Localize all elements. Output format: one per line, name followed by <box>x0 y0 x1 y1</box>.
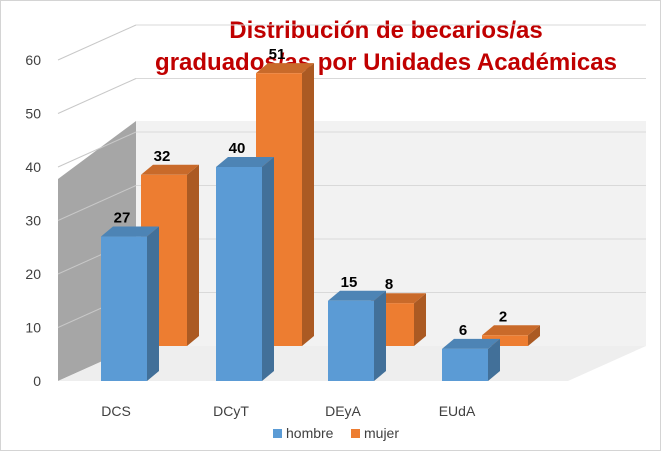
bar: 6 <box>442 322 500 381</box>
y-tick-label: 10 <box>25 320 41 336</box>
data-label: 15 <box>341 274 358 291</box>
y-tick-label: 0 <box>33 373 41 389</box>
bar-side <box>374 290 386 381</box>
data-label: 51 <box>269 46 286 63</box>
bar-side <box>302 63 314 347</box>
legend-swatch <box>273 429 282 438</box>
bar: 15 <box>328 274 386 381</box>
bar-side <box>187 164 199 346</box>
data-label: 40 <box>229 140 246 157</box>
data-label: 6 <box>459 322 467 339</box>
bar-front <box>482 335 528 346</box>
bar-top <box>256 63 314 74</box>
data-label: 8 <box>385 276 393 293</box>
side-gridline <box>57 24 137 61</box>
bar-top <box>328 290 386 301</box>
y-tick-label: 30 <box>25 213 41 229</box>
bar-side <box>262 157 274 381</box>
x-axis: DCS DCyT DEyA EUdA <box>101 403 476 419</box>
bar-front <box>328 300 374 381</box>
data-label: 27 <box>114 210 131 227</box>
side-gridline <box>57 131 137 168</box>
y-tick-label: 60 <box>25 52 41 68</box>
bar-side <box>488 338 500 381</box>
bars: 32 51 8 2 27 40 15 6 <box>101 46 540 381</box>
bar-side <box>147 226 159 381</box>
bar: 27 <box>101 210 159 381</box>
bar-side <box>528 325 540 346</box>
bar: 40 <box>216 140 274 381</box>
data-label: 32 <box>154 148 171 165</box>
y-tick-label: 20 <box>25 266 41 282</box>
legend-item: hombre <box>273 425 334 441</box>
x-tick-label: DEyA <box>325 403 361 419</box>
y-tick-label: 40 <box>25 159 41 175</box>
legend-label: hombre <box>286 425 334 441</box>
x-tick-label: DCyT <box>213 403 249 419</box>
y-tick-label: 50 <box>25 106 41 122</box>
bar-top <box>141 164 199 175</box>
chart-title-line-2: graduados/as por Unidades Académicas <box>155 49 617 76</box>
chart-title: Distribución de becarios/as graduados/as… <box>121 15 651 79</box>
legend-item: mujer <box>351 425 399 441</box>
side-gridline <box>57 185 137 221</box>
chart-title-line-1: Distribución de becarios/as <box>229 17 543 44</box>
x-tick-label: DCS <box>101 403 131 419</box>
legend: hombre mujer <box>273 425 399 441</box>
legend-swatch <box>351 429 360 438</box>
bar-front <box>442 348 488 381</box>
legend-label: mujer <box>364 425 399 441</box>
bar-top <box>216 157 274 167</box>
bar-front <box>216 167 262 381</box>
x-tick-label: EUdA <box>439 403 476 419</box>
data-label: 2 <box>499 308 507 325</box>
bar-top <box>101 226 159 237</box>
side-gridline <box>57 78 137 114</box>
bar: 2 <box>482 308 540 346</box>
bar-side <box>414 293 426 346</box>
bar-top <box>482 325 540 336</box>
bar-top <box>442 338 500 349</box>
bar-front <box>101 236 147 381</box>
y-axis: 0 10 20 30 40 50 60 <box>25 52 41 389</box>
